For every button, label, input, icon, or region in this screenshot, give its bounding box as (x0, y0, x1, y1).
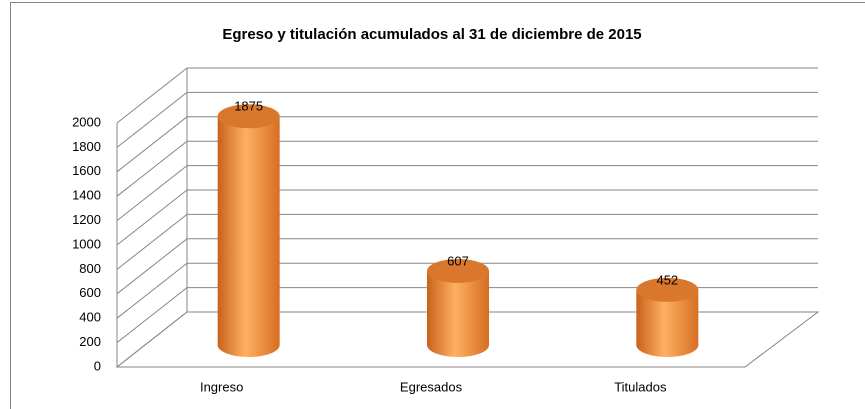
x-tick-label: Ingreso (200, 379, 243, 394)
grid-line (116, 116, 818, 173)
data-label: 1875 (234, 99, 263, 114)
grid-line (116, 213, 818, 270)
grid-line (116, 262, 818, 319)
grid-line (116, 238, 818, 295)
y-tick-label: 1400 (72, 188, 101, 203)
bar (217, 116, 280, 357)
data-label: 452 (656, 272, 678, 287)
y-tick-label: 1000 (72, 236, 101, 251)
y-tick-label: 0 (94, 358, 101, 373)
y-tick-label: 800 (79, 261, 101, 276)
x-tick-label: Egresados (400, 379, 463, 394)
y-tick-label: 400 (79, 310, 101, 325)
chart-title: Egreso y titulación acumulados al 31 de … (222, 26, 641, 43)
grid-line (116, 67, 818, 124)
y-tick-label: 1200 (72, 212, 101, 227)
grid-line (116, 91, 818, 148)
bar-top (427, 258, 489, 283)
grid-line (116, 287, 818, 343)
x-tick-label: Titulados (614, 379, 667, 394)
bar-top (217, 104, 280, 129)
y-tick-label: 1800 (72, 139, 101, 154)
y-tick-label: 2000 (72, 114, 101, 129)
data-label: 607 (447, 253, 469, 268)
grid-line (116, 165, 818, 221)
grid-line (116, 140, 818, 197)
grid-line (116, 189, 818, 246)
grid-line (116, 311, 818, 368)
y-tick-label: 1600 (72, 163, 101, 178)
bar (427, 270, 489, 357)
y-tick-label: 600 (79, 285, 101, 300)
bar (636, 289, 699, 357)
bar-top (636, 277, 699, 302)
y-tick-label: 200 (79, 334, 101, 349)
